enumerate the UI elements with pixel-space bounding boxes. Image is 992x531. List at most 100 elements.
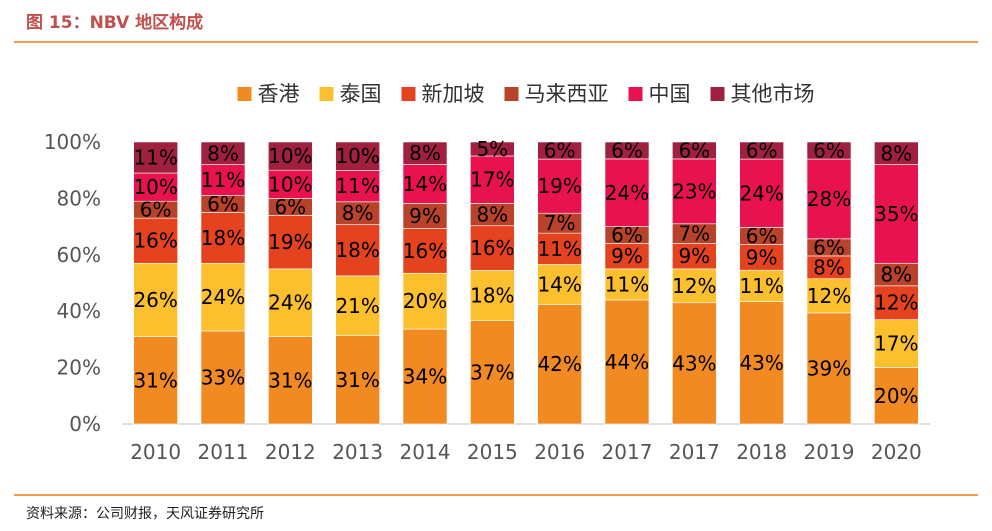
bar-segment [402, 328, 448, 425]
data-label: 18% [470, 284, 514, 308]
bar-segment [874, 367, 919, 425]
data-label: 24% [201, 285, 245, 309]
data-label: 11% [739, 274, 783, 298]
bar-segment [268, 336, 313, 425]
bar-segment [200, 141, 246, 165]
data-label: 31% [133, 368, 177, 392]
legend-label: 马来西亚 [525, 82, 609, 106]
x-tick-label: 2017 [602, 440, 653, 464]
bar-segment [739, 141, 784, 160]
x-tick-label: 2020 [871, 440, 922, 464]
data-label: 16% [133, 229, 177, 253]
bar-segment [739, 244, 784, 271]
bar-segment [335, 335, 380, 425]
data-label: 43% [739, 351, 783, 375]
data-label: 44% [605, 350, 649, 374]
bar-segment [672, 268, 717, 304]
bar-segment [874, 164, 919, 264]
bar-segment [133, 217, 178, 264]
data-label: 6% [140, 198, 172, 222]
bar-segment [806, 141, 852, 160]
data-label: 20% [403, 289, 447, 313]
bar-segment [537, 264, 582, 305]
data-label: 17% [470, 168, 514, 192]
source-note: 资料来源：公司财报，天风证券研究所 [26, 506, 264, 522]
data-label: 34% [403, 365, 447, 389]
data-label: 8% [880, 263, 912, 287]
data-label: 10% [133, 175, 177, 199]
bar-segment [335, 224, 380, 277]
data-label: 17% [874, 332, 918, 356]
data-label: 6% [611, 223, 643, 247]
bar-segment [402, 228, 448, 274]
data-label: 28% [807, 187, 851, 211]
bar-segment [133, 336, 178, 425]
legend-label: 新加坡 [422, 82, 485, 106]
data-label: 8% [813, 255, 845, 279]
bar-segment [268, 215, 313, 270]
data-label: 11% [537, 237, 581, 261]
data-label: 6% [274, 195, 306, 219]
x-tick-label: 2018 [736, 440, 787, 464]
bar-segment [739, 269, 784, 302]
data-label: 5% [476, 137, 508, 161]
data-label: 42% [537, 352, 581, 376]
legend-label: 泰国 [340, 82, 382, 106]
data-label: 14% [537, 272, 581, 296]
data-label: 18% [335, 238, 379, 262]
y-tick-label: 60% [57, 243, 101, 267]
legend-item: 中国 [628, 82, 691, 106]
data-label: 11% [335, 174, 379, 198]
data-label: 12% [672, 274, 716, 298]
data-label: 37% [470, 360, 514, 384]
bar-segment [133, 141, 178, 174]
legend-item: 香港 [237, 82, 300, 106]
bar-segment [672, 141, 717, 160]
data-label: 9% [409, 204, 441, 228]
data-label: 19% [268, 230, 312, 254]
bar-segment [133, 172, 178, 202]
bar-segment [604, 299, 650, 425]
data-label: 6% [746, 139, 778, 163]
legend-item: 新加坡 [401, 82, 485, 106]
bar-segment [470, 141, 515, 157]
data-label: 10% [268, 144, 312, 168]
bar-segment [874, 319, 919, 368]
y-tick-label: 80% [57, 186, 101, 210]
x-tick-label: 2014 [400, 440, 451, 464]
data-label: 9% [611, 244, 643, 268]
x-tick-label: 2012 [265, 440, 316, 464]
legend-item: 马来西亚 [504, 82, 609, 106]
bar-segment [604, 268, 650, 301]
data-label: 19% [537, 174, 581, 198]
data-label: 24% [268, 291, 312, 315]
bar-segment [200, 164, 246, 196]
bar-segment [537, 304, 582, 425]
data-label: 6% [611, 138, 643, 162]
bottom-divider [14, 494, 978, 496]
bar-segment [874, 285, 919, 320]
top-divider [14, 41, 978, 43]
bar-segment [672, 243, 717, 270]
data-label: 24% [605, 181, 649, 205]
legend-label: 其他市场 [731, 82, 815, 106]
data-label: 6% [207, 192, 239, 216]
bar-segment [537, 158, 582, 214]
data-label: 31% [268, 368, 312, 392]
bar-segment [402, 272, 448, 330]
data-label: 6% [544, 139, 576, 163]
legend-item: 其他市场 [710, 82, 815, 106]
bar-segment [537, 232, 582, 265]
x-tick-label: 2019 [804, 440, 855, 464]
data-label: 6% [746, 224, 778, 248]
data-label: 8% [207, 141, 239, 165]
legend-swatch [237, 87, 252, 101]
x-tick-label: 2016 [534, 440, 585, 464]
legend-swatch [710, 87, 725, 101]
bar-segment [268, 141, 313, 171]
x-tick-label: 2011 [198, 440, 249, 464]
data-label: 35% [874, 202, 918, 226]
legend-swatch [504, 87, 519, 101]
bar-segment [537, 141, 582, 160]
bar-segment [268, 169, 313, 199]
